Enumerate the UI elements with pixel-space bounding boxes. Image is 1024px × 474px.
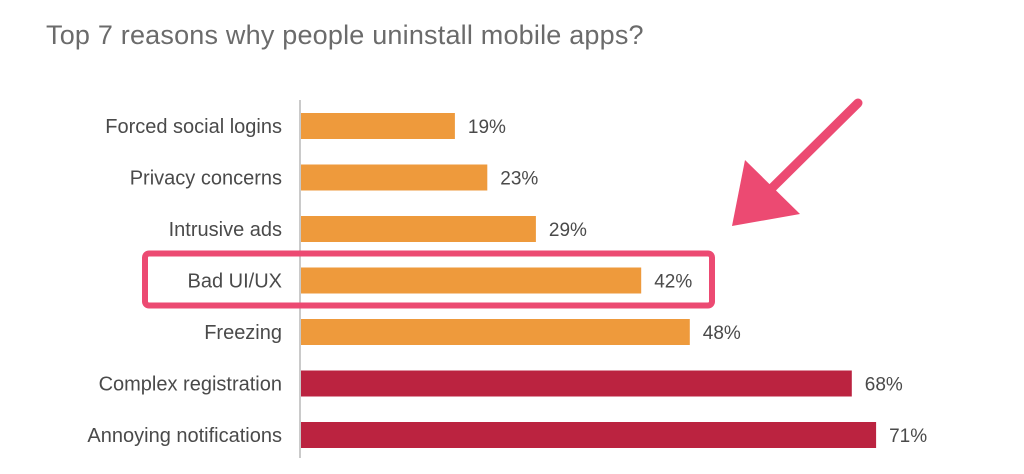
category-label-freezing: Freezing	[204, 322, 282, 344]
pointer-arrow-icon	[732, 98, 863, 226]
value-label-forced-social-logins: 19%	[468, 117, 506, 138]
category-label-complex-registration: Complex registration	[99, 374, 282, 396]
value-label-annoying-notifications: 71%	[889, 426, 927, 447]
chart-title: Top 7 reasons why people uninstall mobil…	[46, 20, 644, 50]
value-label-bad-ui-ux: 42%	[654, 272, 692, 293]
category-label-intrusive-ads: Intrusive ads	[169, 219, 282, 241]
category-label-privacy-concerns: Privacy concerns	[130, 168, 282, 190]
highlight-box	[142, 250, 715, 309]
bars	[301, 113, 877, 448]
bar-privacy-concerns	[301, 164, 488, 191]
value-label-intrusive-ads: 29%	[549, 220, 587, 241]
category-labels: Forced social logins Privacy concerns Intr…	[87, 116, 282, 447]
value-labels: 19% 23% 29% 42% 48% 68% 71%	[468, 117, 927, 447]
value-label-complex-registration: 68%	[865, 375, 903, 396]
bar-freezing	[301, 319, 690, 345]
category-label-bad-ui-ux: Bad UI/UX	[188, 271, 282, 293]
category-label-forced-social-logins: Forced social logins	[105, 116, 282, 138]
bar-annoying-notifications	[301, 422, 877, 448]
bar-intrusive-ads	[301, 216, 536, 242]
bar-bad-ui-ux	[301, 267, 642, 294]
bar-complex-registration	[301, 370, 852, 397]
value-label-privacy-concerns: 23%	[500, 169, 538, 190]
value-label-freezing: 48%	[703, 323, 741, 344]
bar-forced-social-logins	[301, 113, 455, 139]
category-label-annoying-notifications: Annoying notifications	[87, 425, 282, 447]
